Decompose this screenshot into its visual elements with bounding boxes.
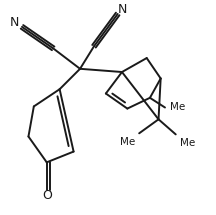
Text: Me: Me	[120, 137, 135, 147]
Text: Me: Me	[180, 138, 195, 148]
Text: N: N	[117, 3, 127, 16]
Text: O: O	[42, 189, 52, 202]
Text: Me: Me	[170, 103, 186, 112]
Text: N: N	[10, 16, 19, 29]
